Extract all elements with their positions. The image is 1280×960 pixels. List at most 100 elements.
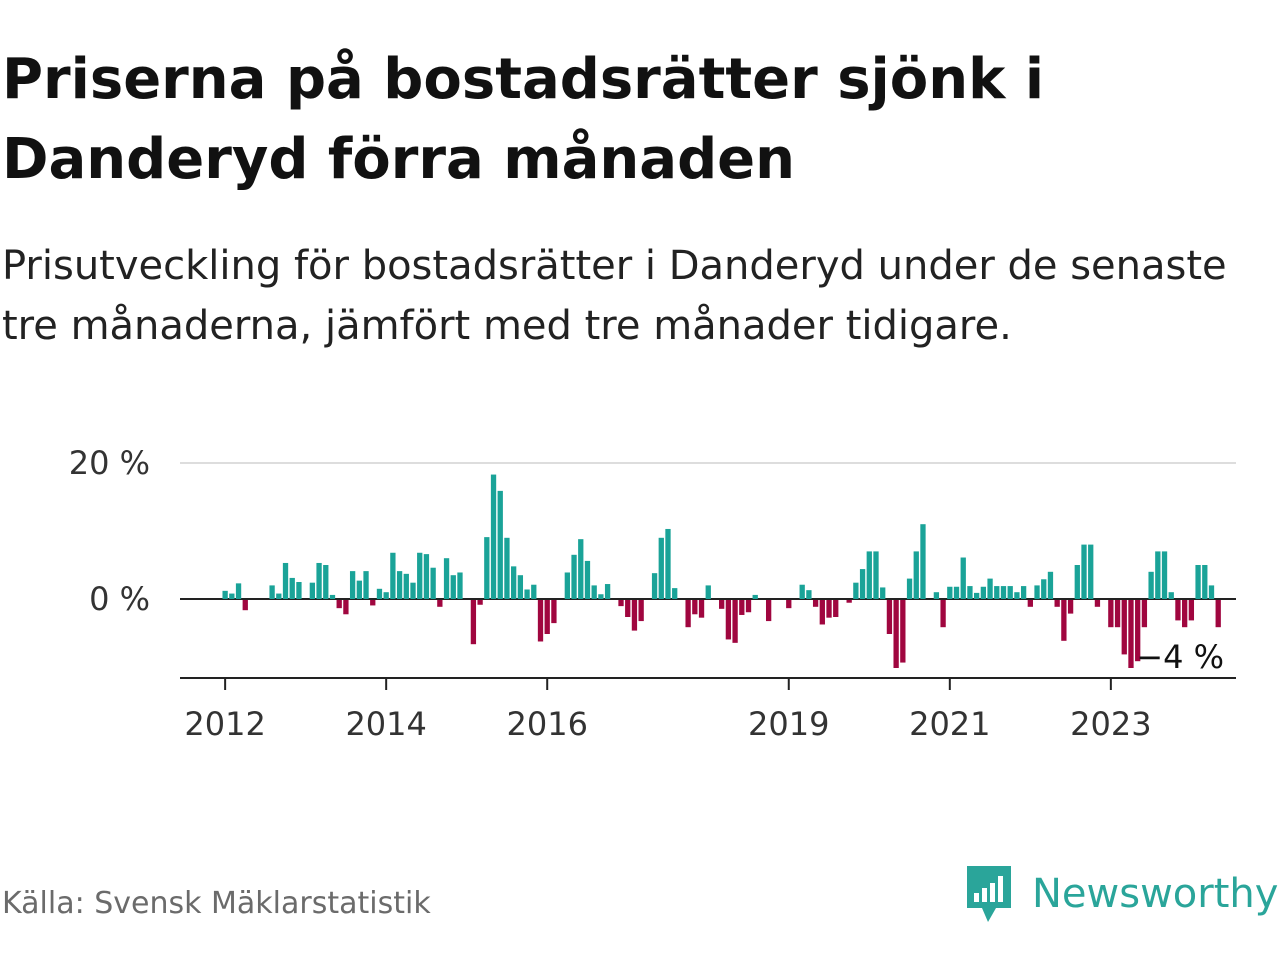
bar bbox=[443, 558, 450, 599]
x-tick-label: 2016 bbox=[506, 705, 587, 743]
bar bbox=[698, 600, 705, 618]
bar bbox=[725, 600, 732, 640]
x-tick-label: 2021 bbox=[909, 705, 990, 743]
bar bbox=[1188, 600, 1195, 621]
x-tick-label: 2023 bbox=[1070, 705, 1151, 743]
bar-chart: 0 % 20 % 2012 2014 2016 2019 2021 2023 −4 % bbox=[69, 444, 1236, 743]
bar bbox=[618, 600, 624, 607]
bar bbox=[309, 582, 316, 599]
bar bbox=[477, 600, 483, 605]
bar bbox=[376, 588, 383, 599]
y-tick-label: 20 % bbox=[69, 444, 150, 482]
bar bbox=[658, 537, 664, 599]
bar bbox=[524, 589, 530, 599]
bar bbox=[719, 600, 725, 609]
bar bbox=[1148, 571, 1154, 599]
bar bbox=[880, 587, 886, 599]
bar bbox=[1061, 600, 1067, 641]
bar bbox=[1215, 600, 1221, 628]
bar bbox=[417, 552, 423, 599]
bar bbox=[551, 600, 557, 624]
bar bbox=[1128, 600, 1134, 668]
bar bbox=[974, 592, 980, 599]
x-tick-label: 2014 bbox=[345, 705, 426, 743]
bar bbox=[584, 560, 591, 599]
bar bbox=[396, 571, 403, 599]
bar bbox=[282, 562, 289, 599]
bar bbox=[235, 583, 242, 599]
bar bbox=[403, 573, 409, 599]
bar bbox=[383, 592, 389, 599]
bar bbox=[1054, 600, 1060, 607]
bar bbox=[745, 600, 752, 613]
y-tick-label: 0 % bbox=[89, 580, 150, 618]
bar bbox=[423, 554, 430, 599]
x-tick-label: 2019 bbox=[748, 705, 829, 743]
bar bbox=[1007, 586, 1013, 599]
brand-name: Newsworthy bbox=[1032, 871, 1279, 917]
bar bbox=[980, 586, 987, 599]
bar bbox=[410, 582, 416, 599]
bar bbox=[1074, 565, 1080, 599]
bar bbox=[323, 565, 329, 599]
bar bbox=[276, 593, 282, 599]
bar bbox=[819, 600, 825, 625]
bar bbox=[316, 562, 322, 599]
bar bbox=[900, 600, 906, 663]
newsworthy-logo[interactable]: Newsworthy bbox=[964, 864, 1278, 924]
bar bbox=[638, 600, 644, 622]
bar bbox=[1175, 600, 1181, 621]
chart-title: Priserna på bostadsrätter sjönk i Dander… bbox=[2, 47, 1045, 192]
bar bbox=[967, 586, 973, 599]
bar bbox=[665, 528, 671, 599]
bar bbox=[866, 551, 872, 599]
bar bbox=[1094, 600, 1101, 607]
bar bbox=[470, 600, 477, 645]
bar bbox=[846, 600, 852, 603]
bar bbox=[1000, 586, 1007, 599]
bar bbox=[356, 580, 362, 599]
bar bbox=[390, 552, 396, 599]
bar bbox=[625, 600, 631, 617]
bar bbox=[826, 600, 832, 618]
chat-bubble-bar-chart-icon bbox=[967, 866, 1011, 922]
bar bbox=[1168, 592, 1174, 599]
bar bbox=[1202, 565, 1208, 599]
bar bbox=[732, 600, 738, 643]
bar bbox=[806, 590, 812, 599]
bar bbox=[1208, 585, 1215, 599]
bar bbox=[960, 557, 966, 599]
bar bbox=[544, 600, 550, 634]
bar bbox=[296, 582, 302, 599]
bar bbox=[987, 578, 993, 599]
bar bbox=[906, 578, 913, 599]
bar bbox=[886, 600, 893, 634]
bar bbox=[1161, 551, 1168, 599]
bar bbox=[457, 572, 463, 599]
bar bbox=[1155, 551, 1161, 599]
bar bbox=[437, 600, 443, 607]
bar bbox=[685, 600, 691, 628]
bar bbox=[859, 569, 866, 599]
bar bbox=[450, 575, 456, 599]
bar bbox=[229, 593, 235, 599]
bar bbox=[672, 588, 678, 599]
bar bbox=[222, 590, 228, 599]
bar bbox=[336, 600, 342, 609]
bar bbox=[242, 600, 248, 611]
bar bbox=[537, 600, 544, 642]
bar bbox=[940, 600, 946, 628]
bar bbox=[289, 577, 295, 599]
bar bbox=[651, 573, 658, 599]
bar bbox=[504, 537, 510, 599]
bar bbox=[947, 586, 953, 599]
bar bbox=[1081, 544, 1087, 599]
bar bbox=[893, 600, 899, 668]
bar bbox=[705, 585, 711, 599]
bar bbox=[578, 539, 584, 599]
bar bbox=[1108, 600, 1114, 628]
bar bbox=[343, 600, 349, 615]
bar bbox=[497, 490, 503, 599]
bar bbox=[329, 594, 336, 599]
bar bbox=[484, 537, 490, 599]
